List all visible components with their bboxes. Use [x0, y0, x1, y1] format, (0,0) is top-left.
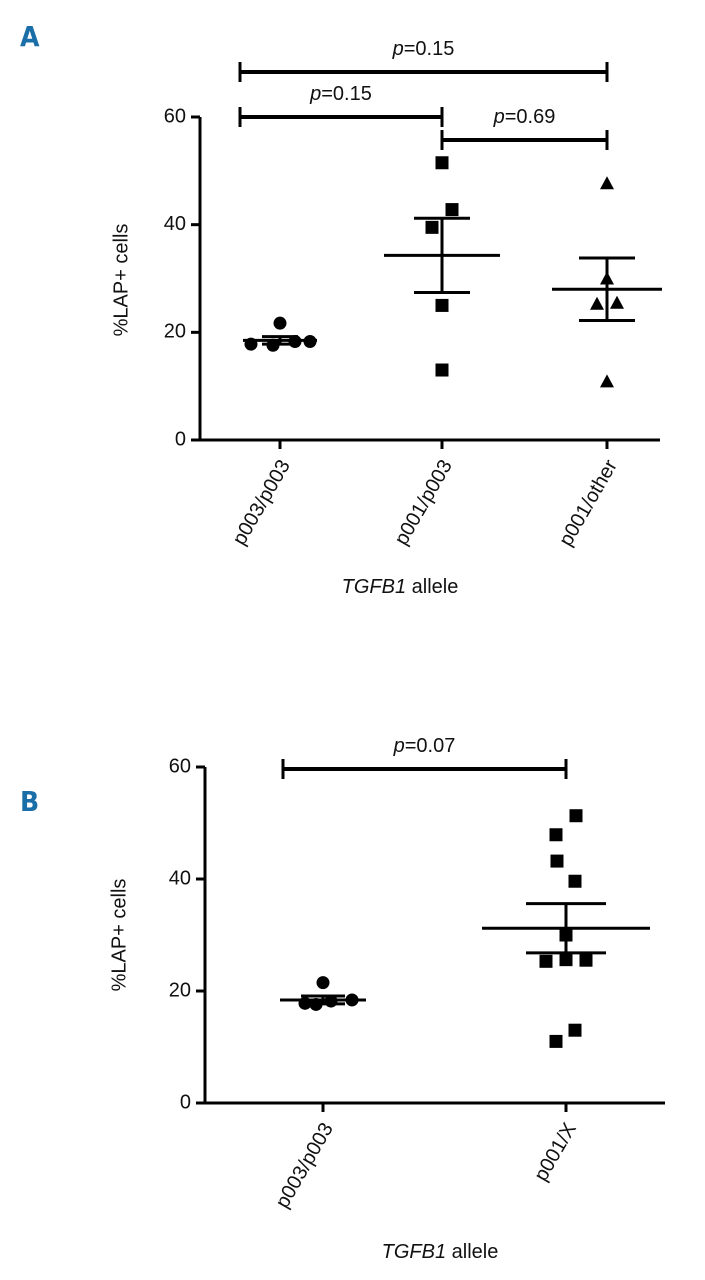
y-tick-label: 40: [164, 213, 186, 235]
x-axis-label: TGFB1 allele: [382, 1241, 499, 1263]
data-point: [273, 316, 287, 330]
y-tick-label: 0: [175, 428, 186, 450]
data-point: [600, 374, 614, 388]
data-point: [425, 220, 439, 234]
data-point: [610, 295, 624, 309]
y-tick-label: 60: [169, 755, 191, 777]
data-point: [550, 854, 564, 868]
y-axis-label: %LAP+ cells: [108, 879, 130, 992]
panel-label: B: [20, 785, 39, 818]
x-tick-label: p001/X: [530, 1119, 581, 1185]
data-point: [316, 976, 330, 990]
x-tick-label: p001/p003: [391, 456, 457, 549]
y-tick-label: 40: [169, 867, 191, 889]
p-value-label: p=0.15: [309, 83, 372, 105]
data-point: [445, 203, 459, 217]
p-value-label: p=0.15: [392, 38, 455, 60]
x-tick-label: p001/other: [555, 456, 622, 550]
data-point: [568, 874, 582, 888]
y-tick-label: 20: [169, 979, 191, 1001]
data-point: [590, 296, 604, 310]
y-tick-label: 60: [164, 105, 186, 127]
p-value-label: p=0.69: [493, 106, 556, 128]
data-point: [569, 809, 583, 823]
data-point: [435, 298, 449, 312]
data-point: [435, 363, 449, 377]
data-point: [549, 828, 563, 842]
data-point: [579, 953, 593, 967]
data-point: [559, 953, 573, 967]
data-point: [600, 176, 614, 190]
y-tick-label: 20: [164, 321, 186, 343]
y-axis-label: %LAP+ cells: [110, 224, 132, 337]
x-tick-label: p003/p003: [229, 456, 295, 549]
x-axis-label: TGFB1 allele: [342, 576, 459, 598]
data-point: [549, 1034, 563, 1048]
y-tick-label: 0: [180, 1091, 191, 1113]
data-point: [539, 954, 553, 968]
data-point: [435, 156, 449, 170]
p-value-label: p=0.07: [393, 735, 456, 757]
panel-label: A: [20, 20, 40, 53]
data-point: [568, 1023, 582, 1037]
x-tick-label: p003/p003: [272, 1119, 338, 1212]
